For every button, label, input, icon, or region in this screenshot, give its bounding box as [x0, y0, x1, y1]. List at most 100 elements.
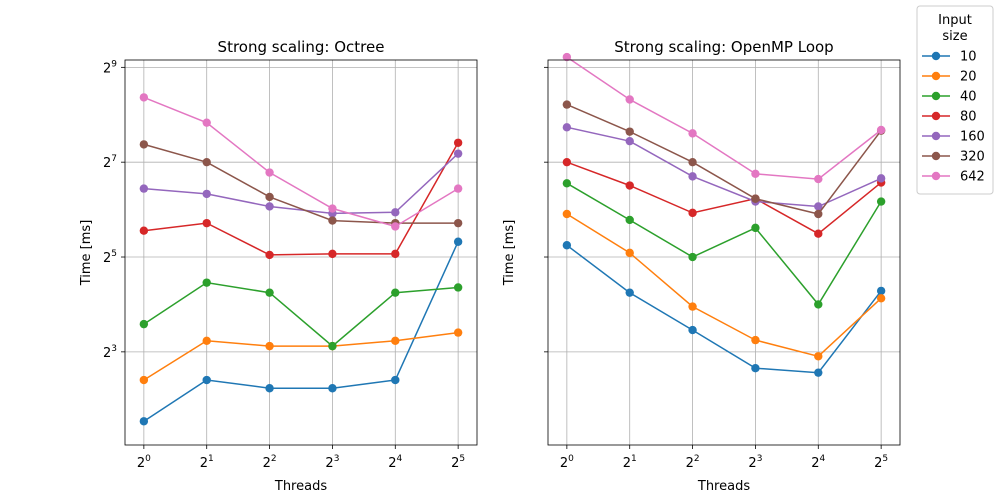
- x-tick-label: 24: [811, 454, 825, 471]
- legend-marker-10: [931, 51, 941, 61]
- data-point-40: [876, 197, 886, 206]
- x-tick-label-base: 2: [623, 456, 631, 471]
- y-tick-label-base: 2: [103, 251, 111, 266]
- series-line-20: [143, 331, 459, 381]
- series-line-80: [143, 142, 459, 256]
- data-point-320: [328, 216, 337, 225]
- legend-entry-160: 160: [922, 130, 985, 145]
- data-point-320: [202, 157, 211, 167]
- y-tick-label: 23: [103, 344, 117, 361]
- data-point-160: [139, 184, 149, 193]
- data-point-80: [139, 226, 149, 235]
- data-point-642: [688, 129, 697, 138]
- legend-entry-642: 642: [922, 170, 985, 185]
- data-point-10: [391, 375, 400, 385]
- data-point-10: [265, 384, 274, 393]
- data-point-20: [688, 302, 697, 311]
- data-point-160: [814, 202, 823, 211]
- x-tick-label: 25: [874, 454, 888, 471]
- x-tick-label-exp: 0: [145, 454, 151, 464]
- x-tick-label-exp: 5: [459, 454, 465, 464]
- data-point-40: [265, 288, 274, 297]
- data-point-40: [202, 278, 211, 287]
- legend-title-line-2: size: [942, 29, 967, 44]
- data-point-320: [562, 100, 572, 109]
- y-tick-label: 29: [103, 59, 117, 76]
- data-point-320: [751, 194, 760, 203]
- legend-entry-20: 20: [922, 70, 977, 85]
- x-tick-label-base: 2: [811, 456, 819, 471]
- data-point-160: [688, 172, 697, 181]
- x-tick-label-base: 2: [748, 456, 756, 471]
- data-point-20: [625, 248, 634, 258]
- data-point-10: [688, 325, 697, 335]
- data-point-320: [139, 140, 149, 149]
- y-tick-label-exp: 5: [111, 249, 117, 259]
- y-tick-label-base: 2: [103, 61, 111, 76]
- data-point-20: [876, 294, 886, 303]
- data-point-320: [688, 157, 697, 167]
- data-point-10: [814, 368, 823, 377]
- chart-title: Strong scaling: Octree: [218, 38, 385, 56]
- x-tick-label-base: 2: [874, 456, 882, 471]
- data-point-20: [202, 336, 211, 346]
- x-tick-label: 22: [263, 454, 277, 471]
- x-tick-label-base: 2: [686, 456, 694, 471]
- data-point-642: [139, 93, 149, 102]
- x-axis-label: Threads: [697, 479, 750, 494]
- legend-label-10: 10: [960, 50, 977, 65]
- legend-label-20: 20: [960, 70, 977, 85]
- data-point-40: [391, 288, 400, 297]
- y-tick-label-exp: 9: [111, 59, 117, 69]
- axes-frame: [547, 59, 901, 446]
- data-point-40: [625, 215, 634, 225]
- data-point-20: [265, 341, 274, 351]
- x-tick-label-exp: 1: [631, 454, 637, 464]
- data-point-80: [814, 229, 823, 238]
- data-point-40: [562, 179, 572, 188]
- series-line-320: [566, 103, 882, 215]
- x-tick-label: 25: [451, 454, 465, 471]
- legend: Input size 10 20 40 80 160 320 642: [916, 5, 994, 195]
- series-line-160: [566, 126, 882, 208]
- y-tick-label-base: 2: [103, 156, 111, 171]
- legend-entry-40: 40: [922, 90, 977, 105]
- x-tick-label: 21: [623, 454, 637, 471]
- chart-title: Strong scaling: OpenMP Loop: [614, 38, 833, 56]
- data-point-10: [328, 384, 337, 393]
- data-point-10: [625, 288, 634, 297]
- data-point-10: [562, 241, 572, 250]
- data-point-80: [562, 157, 572, 167]
- data-point-20: [562, 209, 572, 219]
- legend-entries: 10 20 40 80 160 320 642: [922, 50, 985, 185]
- data-point-642: [453, 184, 463, 193]
- legend-marker-80: [931, 111, 941, 121]
- y-tick-label-base: 2: [103, 346, 111, 361]
- data-point-320: [453, 218, 463, 228]
- x-tick-label-exp: 3: [757, 454, 763, 464]
- data-point-20: [453, 328, 463, 337]
- data-point-80: [625, 181, 634, 190]
- legend-label-320: 320: [960, 150, 985, 165]
- y-axis-label: Time [ms]: [502, 220, 517, 287]
- legend-marker-642: [931, 171, 941, 181]
- x-tick-label-base: 2: [137, 456, 145, 471]
- y-tick-label: 27: [103, 154, 117, 171]
- legend-marker-160: [931, 131, 941, 141]
- legend-label-160: 160: [960, 130, 985, 145]
- series-line-642: [143, 96, 459, 228]
- data-point-642: [265, 168, 274, 177]
- data-point-642: [202, 118, 211, 127]
- x-tick-label-exp: 2: [271, 454, 277, 464]
- x-tick-label: 23: [325, 454, 339, 471]
- data-point-10: [453, 237, 463, 246]
- series-line-10: [143, 241, 459, 422]
- data-point-40: [751, 223, 760, 233]
- data-point-40: [688, 252, 697, 262]
- data-point-40: [453, 283, 463, 292]
- data-point-320: [814, 209, 823, 219]
- data-point-642: [625, 95, 634, 104]
- legend-entry-320: 320: [922, 150, 985, 165]
- data-point-80: [391, 249, 400, 259]
